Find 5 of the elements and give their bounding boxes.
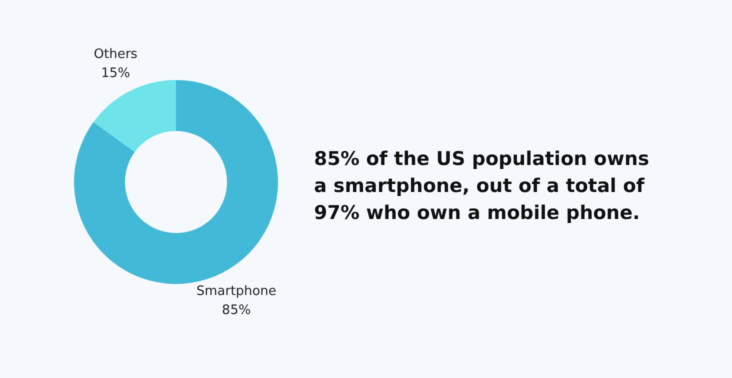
slice-label: Others (94, 46, 138, 62)
slice-label: Smartphone (196, 284, 276, 299)
data-label: 15% (101, 66, 130, 81)
text: 85% of the US population owns a smartphone, out of a total of 97% who own a mobile phone. (314, 147, 650, 226)
data-label: 85% (222, 302, 251, 318)
